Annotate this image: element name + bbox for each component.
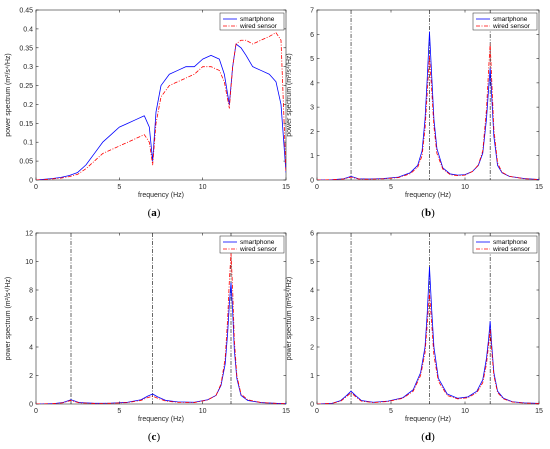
legend-label: wired sensor — [239, 23, 278, 30]
legend-label: smartphone — [493, 239, 528, 246]
x-tick-label: 5 — [389, 408, 393, 415]
x-tick-label: 10 — [199, 408, 207, 415]
y-axis-label: power spectrum (m²/s⁴/Hz) — [5, 277, 12, 361]
y-axis-label: power spectrum (m²/s⁴/Hz) — [286, 53, 293, 137]
panel-label: (a) — [148, 207, 161, 219]
panel-a: 0 5 10 15 0 0.05 0.1 0.15 0.2 0.25 0.3 0.35 0.4 0.45 s… — [5, 8, 290, 220]
y-tick-label: 2 — [310, 129, 314, 136]
x-tick-label: 15 — [282, 408, 290, 415]
y-tick-label: 3 — [310, 105, 314, 112]
legend-label: wired sensor — [239, 246, 278, 253]
y-tick-label: 0.4 — [23, 26, 33, 33]
y-tick-label: 1 — [310, 373, 314, 380]
x-tick-label: 5 — [117, 408, 121, 415]
y-tick-label: 6 — [29, 316, 33, 323]
x-tick-label: 0 — [34, 184, 38, 191]
y-tick-label: 2 — [310, 345, 314, 352]
y-tick-label: 10 — [25, 259, 33, 266]
plot-area — [35, 9, 287, 181]
series-line-smartphone — [36, 43, 286, 180]
y-tick-label: 0.3 — [23, 64, 33, 71]
legend-box — [472, 235, 538, 254]
y-tick-label: 5 — [310, 56, 314, 63]
y-tick-label: 0.1 — [23, 140, 33, 147]
legend-box — [219, 235, 285, 254]
y-tick-label: 7 — [310, 8, 314, 15]
x-tick-label: 10 — [199, 184, 207, 191]
x-axis-label: frequency (Hz) — [138, 192, 184, 199]
y-tick-label: 2 — [29, 373, 33, 380]
x-tick-label: 10 — [461, 408, 469, 415]
series-line-wired-sensor — [317, 43, 539, 180]
y-axis-label: power spectrum (m²/s⁴/Hz) — [286, 277, 293, 361]
y-tick-label: 3 — [310, 316, 314, 323]
x-axis-label: frequency (Hz) — [405, 416, 451, 423]
y-tick-label: 1 — [310, 153, 314, 160]
series-line-wired-sensor — [36, 252, 286, 404]
x-tick-label: 5 — [117, 184, 121, 191]
y-tick-label: 4 — [29, 345, 33, 352]
y-axis-label: power spectrum (m²/s⁴/Hz) — [5, 53, 12, 137]
y-tick-label: 0.25 — [19, 83, 33, 90]
y-tick-label: 0 — [29, 402, 33, 409]
panel-label: (c) — [148, 431, 161, 443]
legend-label: smartphone — [240, 239, 275, 246]
y-tick-label: 5 — [310, 259, 314, 266]
x-tick-label: 5 — [389, 184, 393, 191]
y-tick-label: 12 — [25, 231, 33, 238]
x-tick-label: 0 — [34, 408, 38, 415]
legend-label: wired sensor — [492, 246, 531, 253]
y-tick-label: 4 — [310, 288, 314, 295]
x-tick-label: 0 — [315, 184, 319, 191]
legend-box — [472, 12, 538, 31]
plot-area — [35, 232, 287, 405]
x-tick-label: 0 — [315, 408, 319, 415]
y-tick-label: 8 — [29, 288, 33, 295]
x-tick-label: 15 — [282, 184, 290, 191]
y-tick-label: 0 — [310, 402, 314, 409]
x-axis-label: frequency (Hz) — [405, 192, 451, 199]
legend-box — [219, 12, 285, 31]
y-tick-label: 0 — [310, 178, 314, 185]
y-tick-label: 0.2 — [23, 102, 33, 109]
series-line-wired-sensor — [36, 32, 286, 180]
x-tick-label: 10 — [461, 184, 469, 191]
plot-area — [316, 9, 540, 181]
legend-label: smartphone — [240, 16, 275, 23]
y-tick-label: 6 — [310, 32, 314, 39]
legend-label: wired sensor — [492, 23, 531, 30]
legend-label: smartphone — [493, 16, 528, 23]
y-tick-label: 6 — [310, 231, 314, 238]
panel-label: (d) — [421, 431, 435, 443]
x-tick-label: 15 — [535, 184, 543, 191]
y-tick-label: 4 — [310, 80, 314, 87]
plot-area — [316, 232, 540, 405]
x-axis-label: frequency (Hz) — [138, 416, 184, 423]
y-tick-label: 0.45 — [19, 8, 33, 15]
panel-label: (b) — [421, 207, 435, 219]
y-tick-label: 0.05 — [19, 159, 33, 166]
y-tick-label: 0 — [29, 178, 33, 185]
x-tick-label: 15 — [535, 408, 543, 415]
y-tick-label: 0.35 — [19, 45, 33, 52]
y-tick-label: 0.15 — [19, 121, 33, 128]
series-line-wired-sensor — [317, 292, 539, 404]
